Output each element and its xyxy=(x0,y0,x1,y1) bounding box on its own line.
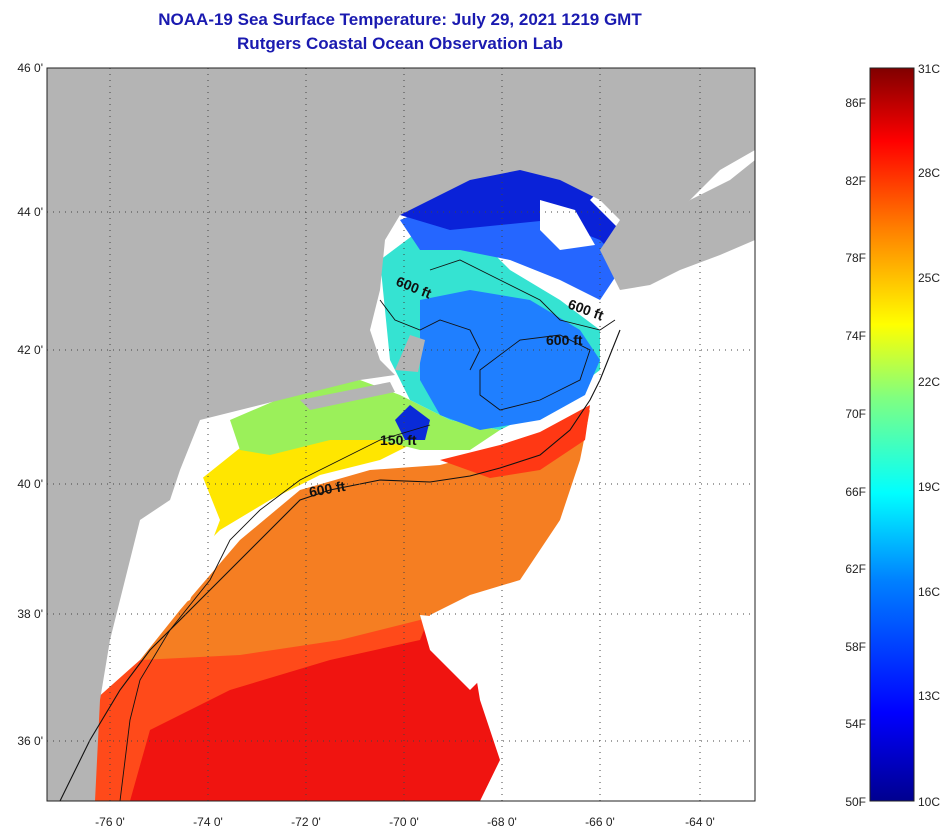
lon-label: -76 0' xyxy=(95,815,125,829)
colorbar-f-label: 50F xyxy=(845,795,866,809)
colorbar-c-label: 13C xyxy=(918,689,940,703)
colorbar-f-label: 62F xyxy=(845,562,866,576)
sst-orange-red-front xyxy=(440,405,590,478)
lat-label: 40 0' xyxy=(17,477,43,491)
land-long-island xyxy=(300,382,395,410)
contour-label-600ft: 600 ft xyxy=(308,478,347,500)
lon-label: -72 0' xyxy=(291,815,321,829)
isobath-georges-bank xyxy=(479,334,591,411)
colorbar xyxy=(869,67,915,802)
cloud-patch xyxy=(540,200,595,250)
colorbar-c-label: 16C xyxy=(918,585,940,599)
sst-green-shelf xyxy=(230,380,500,455)
colorbar-f-label: 66F xyxy=(845,485,866,499)
colorbar-f-label: 86F xyxy=(845,96,866,110)
colorbar-f-label: 70F xyxy=(845,407,866,421)
cloud-patch xyxy=(120,470,220,620)
colorbar-f-label: 54F xyxy=(845,717,866,731)
isobath-150ft xyxy=(119,424,431,801)
sst-warm-orange-south xyxy=(90,600,430,801)
map-frame xyxy=(46,67,756,802)
lon-label: -68 0' xyxy=(487,815,517,829)
land-mass-us xyxy=(47,68,755,801)
contour-label-150ft: 150 ft xyxy=(380,432,417,448)
cloud-patch xyxy=(420,615,500,690)
lon-label: -74 0' xyxy=(193,815,223,829)
sst-warm-red xyxy=(110,620,500,801)
lon-label: -70 0' xyxy=(389,815,419,829)
contour-label-600ft: 600 ft xyxy=(546,332,583,348)
lon-label: -64 0' xyxy=(685,815,715,829)
lat-label: 46 0' xyxy=(17,61,43,75)
land-cape-cod xyxy=(395,335,425,372)
map-subtitle: Rutgers Coastal Ocean Observation Lab xyxy=(237,34,563,53)
colorbar-f-label: 58F xyxy=(845,640,866,654)
lat-label: 38 0' xyxy=(17,607,43,621)
colorbar-f-label: 78F xyxy=(845,251,866,265)
colorbar-c-label: 25C xyxy=(918,271,940,285)
isobath-600ft xyxy=(59,329,621,801)
colorbar-f-label: 74F xyxy=(845,329,866,343)
colorbar-c-label: 22C xyxy=(918,375,940,389)
lon-label: -66 0' xyxy=(585,815,615,829)
colorbar-c-label: 28C xyxy=(918,166,940,180)
colorbar-f-label: 82F xyxy=(845,174,866,188)
sst-blue-basin xyxy=(420,290,600,430)
colorbar-c-label: 10C xyxy=(918,795,940,809)
land-nova-scotia xyxy=(620,160,755,290)
colorbar-c-label: 31C xyxy=(918,62,940,76)
sst-deep-blue-channel xyxy=(395,405,430,440)
graticule xyxy=(47,68,755,801)
map-title: NOAA-19 Sea Surface Temperature: July 29… xyxy=(158,10,642,29)
lat-label: 44 0' xyxy=(17,205,43,219)
lat-label: 36 0' xyxy=(17,734,43,748)
colorbar-c-label: 19C xyxy=(918,480,940,494)
lat-label: 42 0' xyxy=(17,343,43,357)
isobath-gulf-maine xyxy=(429,259,616,331)
